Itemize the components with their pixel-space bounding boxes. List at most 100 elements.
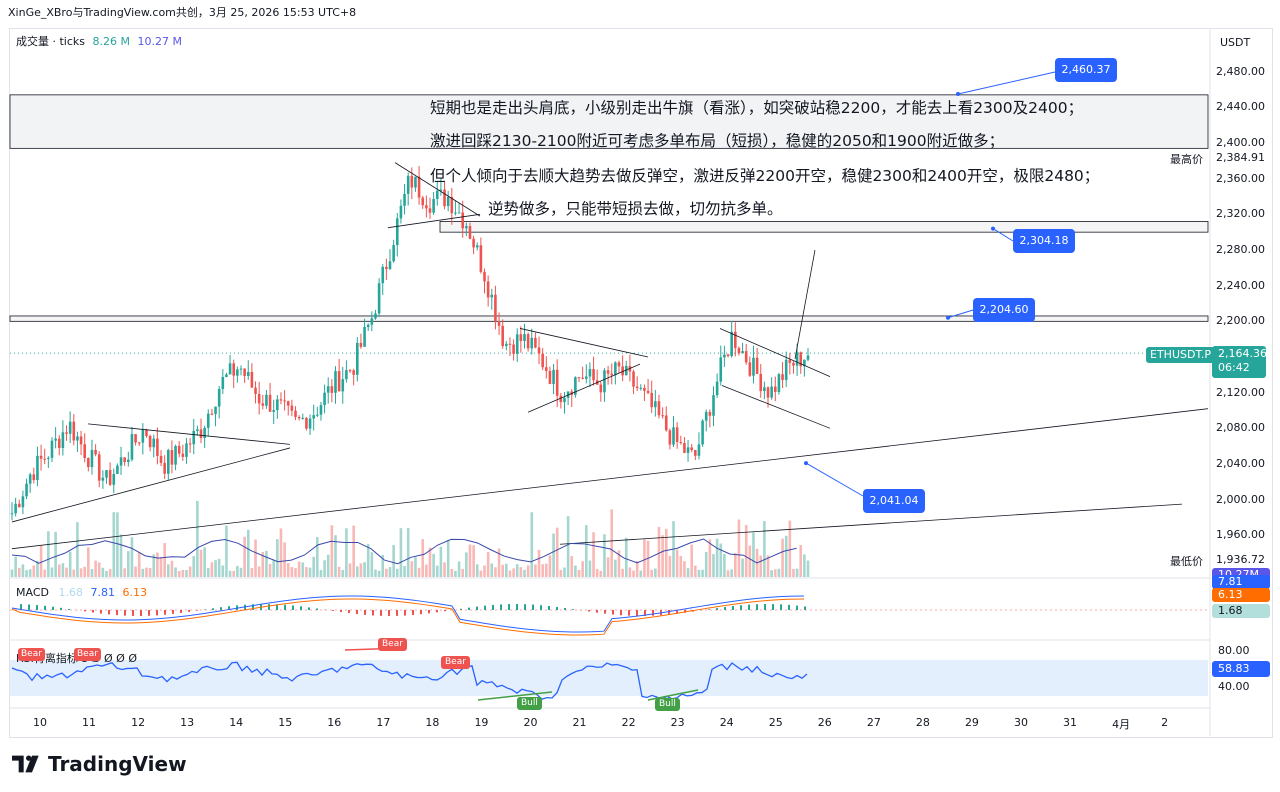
candle-body bbox=[512, 344, 515, 354]
volume-bar bbox=[803, 554, 806, 577]
candle-body bbox=[777, 374, 781, 392]
rsi-bear-tag-1: Bear bbox=[18, 648, 45, 661]
volume-bar bbox=[290, 567, 294, 577]
price-tick: 2,440.00 bbox=[1216, 100, 1265, 114]
candle-body bbox=[243, 368, 246, 376]
time-tick: 20 bbox=[523, 716, 538, 729]
candle-body bbox=[730, 331, 733, 357]
volume-bar bbox=[174, 567, 177, 577]
candle-body bbox=[25, 483, 28, 497]
volume-bar bbox=[515, 564, 519, 577]
time-tick: 25 bbox=[768, 716, 783, 729]
volume-bar bbox=[341, 569, 345, 577]
volume-bar bbox=[381, 554, 385, 577]
candle-body bbox=[719, 357, 723, 382]
candle-body bbox=[515, 334, 519, 354]
candle-body bbox=[563, 397, 566, 403]
volume-bar bbox=[403, 565, 406, 577]
candle-body bbox=[119, 457, 123, 466]
candle-body bbox=[323, 392, 326, 406]
candle-body bbox=[479, 245, 483, 272]
candle-body bbox=[526, 334, 530, 349]
macd-hist-bar bbox=[284, 604, 286, 610]
time-tick: 4月 bbox=[1112, 718, 1131, 731]
volume-label: 成交量 · ticks bbox=[16, 35, 86, 48]
candle-body bbox=[712, 395, 715, 416]
candle-body bbox=[141, 429, 145, 443]
volume-bar bbox=[355, 566, 359, 577]
price-box-2204[interactable]: 2,204.60 bbox=[973, 298, 1035, 322]
volume-value-1: 8.26 M bbox=[92, 35, 130, 48]
price-box-2460[interactable]: 2,460.37 bbox=[1055, 58, 1117, 82]
volume-bar bbox=[243, 536, 246, 577]
macd-badge-b: 6.13 bbox=[1212, 588, 1270, 602]
volume-value-2: 10.27 M bbox=[137, 35, 182, 48]
macd-badge-c: 1.68 bbox=[1212, 604, 1270, 618]
candle-body bbox=[501, 325, 504, 347]
macd-hist-bar bbox=[60, 607, 62, 610]
candle-body bbox=[370, 318, 374, 325]
volume-bar bbox=[730, 569, 733, 577]
candle-body bbox=[174, 445, 177, 465]
volume-bar bbox=[701, 569, 704, 577]
volume-bar bbox=[784, 535, 788, 577]
volume-bar bbox=[76, 522, 79, 577]
candle-body bbox=[123, 457, 126, 462]
candle-body bbox=[72, 421, 76, 441]
macd-hist-bar bbox=[804, 606, 806, 610]
volume-bar bbox=[428, 547, 432, 577]
volume-bar bbox=[101, 567, 105, 577]
volume-bar bbox=[715, 538, 719, 577]
candle-body bbox=[214, 406, 217, 415]
volume-bar bbox=[621, 568, 624, 577]
price-tick: 2,000.00 bbox=[1216, 492, 1265, 506]
volume-bar bbox=[472, 545, 475, 577]
tradingview-logo[interactable]: TradingView bbox=[12, 752, 187, 776]
candle-body bbox=[454, 212, 457, 214]
candle-body bbox=[410, 175, 414, 188]
volume-bar bbox=[257, 566, 261, 577]
macd-hist-bar bbox=[404, 610, 406, 616]
volume-bar bbox=[206, 568, 210, 577]
candle-body bbox=[279, 399, 283, 401]
macd-hist-bar bbox=[420, 610, 422, 615]
pointer-line bbox=[947, 309, 974, 319]
volume-bar bbox=[639, 570, 643, 577]
volume-bar bbox=[43, 569, 47, 577]
volume-bar bbox=[210, 562, 214, 577]
volume-bar bbox=[795, 568, 799, 577]
candle-body bbox=[555, 369, 559, 396]
macd-hist-bar bbox=[684, 610, 686, 613]
price-box-2304[interactable]: 2,304.18 bbox=[1013, 229, 1075, 253]
volume-bar bbox=[25, 570, 28, 577]
volume-bar bbox=[319, 570, 323, 577]
candle-body bbox=[181, 453, 185, 457]
candle-body bbox=[101, 477, 105, 481]
candle-body bbox=[28, 474, 32, 484]
macd-hist-bar bbox=[484, 605, 486, 610]
macd-hist-bar bbox=[44, 605, 46, 610]
candle-body bbox=[650, 392, 654, 408]
candle-body bbox=[57, 438, 61, 448]
candle-body bbox=[490, 294, 494, 298]
macd-hist-bar bbox=[356, 610, 358, 615]
volume-bar bbox=[668, 555, 672, 577]
volume-bar bbox=[203, 547, 206, 577]
candle-body bbox=[199, 429, 203, 439]
volume-bar bbox=[486, 552, 490, 577]
volume-bar bbox=[435, 565, 439, 577]
trendline bbox=[11, 447, 291, 523]
volume-bar bbox=[374, 569, 377, 577]
triangle-line bbox=[387, 213, 481, 229]
price-box-2041[interactable]: 2,041.04 bbox=[863, 489, 925, 513]
volume-legend: 成交量 · ticks 8.26 M 10.27 M bbox=[16, 33, 182, 49]
price-tick: 2,320.00 bbox=[1216, 207, 1265, 221]
macd-hist-bar bbox=[740, 605, 742, 610]
candle-body bbox=[621, 366, 624, 376]
candle-body bbox=[10, 513, 14, 515]
volume-bar bbox=[330, 525, 334, 577]
macd-hist-bar bbox=[628, 610, 630, 616]
macd-hist-bar bbox=[348, 610, 350, 614]
rsi-tick-40: 40.00 bbox=[1218, 680, 1250, 693]
